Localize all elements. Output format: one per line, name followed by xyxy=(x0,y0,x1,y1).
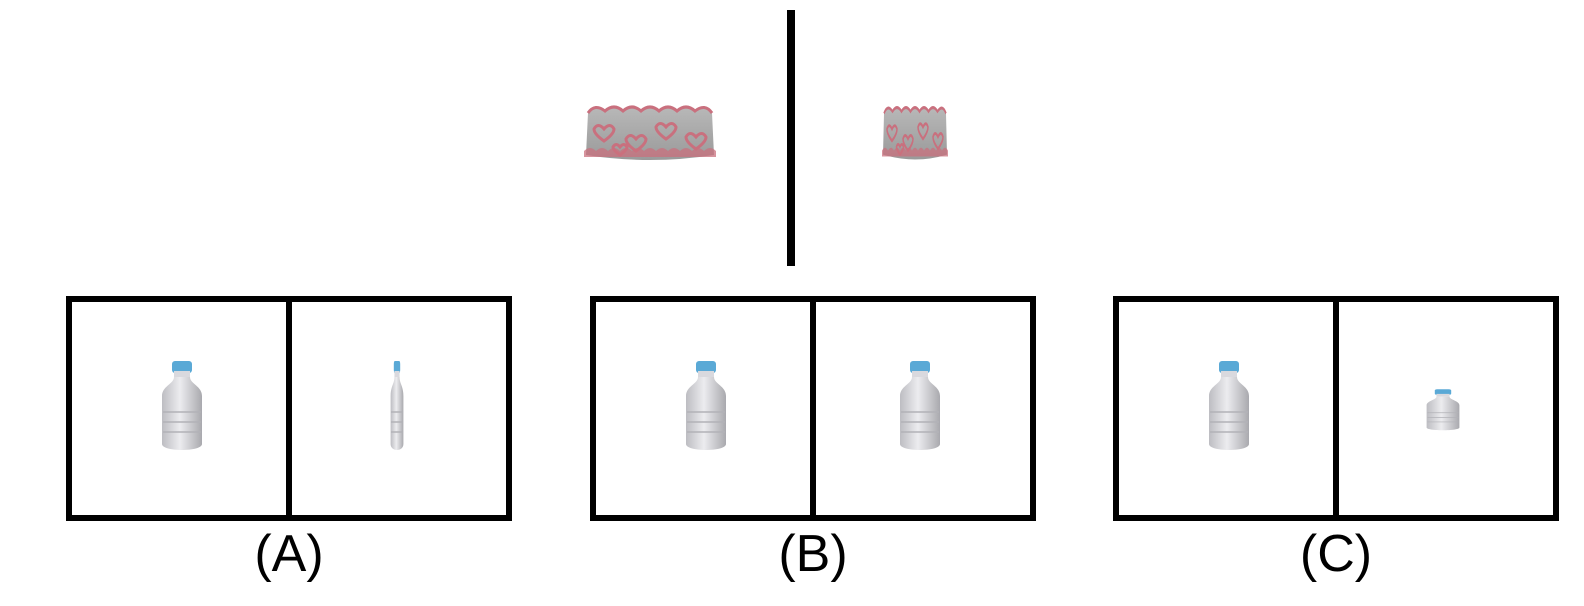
bottle-thin-icon xyxy=(389,360,405,451)
option-c-label: (C) xyxy=(1299,525,1373,583)
option-c-right-cell xyxy=(1339,302,1553,515)
cake-squashed-icon xyxy=(880,106,950,161)
option-c-left-cell xyxy=(1119,302,1333,515)
reference-right-cake xyxy=(870,90,960,180)
bottle-icon xyxy=(899,360,941,451)
cake-icon xyxy=(582,105,718,162)
option-c-panel[interactable] xyxy=(1113,296,1559,521)
option-b-panel[interactable] xyxy=(590,296,1036,521)
option-a-left-cell xyxy=(72,302,286,515)
option-c-divider xyxy=(1333,302,1339,515)
bottle-short-icon xyxy=(1425,388,1461,431)
bottle-icon xyxy=(1208,360,1250,451)
option-a-divider xyxy=(286,302,292,515)
option-a-label: (A) xyxy=(254,525,324,583)
bottle-icon xyxy=(161,360,203,451)
option-b-left-cell xyxy=(596,302,810,515)
reference-divider xyxy=(787,10,795,266)
option-b-label: (B) xyxy=(778,525,848,583)
option-b-divider xyxy=(810,302,816,515)
option-a-panel[interactable] xyxy=(66,296,512,521)
option-b-right-cell xyxy=(816,302,1030,515)
reference-left-cake xyxy=(560,90,740,180)
option-a-right-cell xyxy=(292,302,506,515)
bottle-icon xyxy=(685,360,727,451)
